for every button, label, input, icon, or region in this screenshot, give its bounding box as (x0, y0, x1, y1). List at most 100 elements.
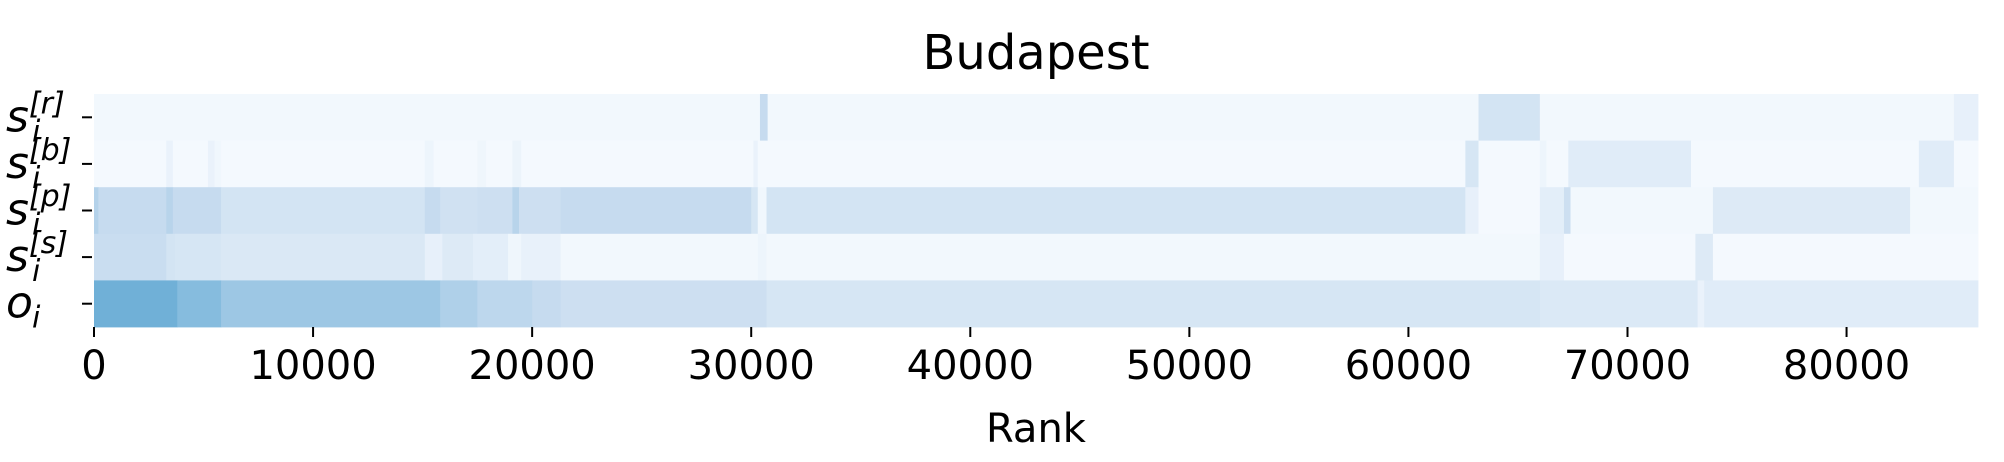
heatmap-cell (759, 94, 769, 141)
heatmap-cell (221, 233, 426, 281)
heatmap-cell (472, 233, 509, 281)
heatmap-cell (1563, 233, 1696, 281)
heatmap-cell (172, 187, 222, 235)
row-label-subscript: i (32, 161, 41, 196)
heatmap-cell (1539, 94, 1955, 141)
heatmap-cell (166, 233, 176, 281)
heatmap-cell (1910, 187, 1979, 235)
row-label-subscript: i (32, 208, 41, 243)
heatmap-cell (1953, 94, 1979, 141)
x-tick-label: 10000 (249, 343, 376, 389)
heatmap-cell (757, 140, 1466, 188)
heatmap-cell (512, 187, 520, 235)
heatmap-cell (521, 233, 562, 281)
heatmap-cell (477, 187, 513, 235)
row-label: s[s] (6, 226, 68, 282)
heatmap-cell (172, 140, 209, 188)
heatmap-cell (508, 233, 522, 281)
row-label: s[r] (6, 86, 65, 142)
heatmap-cell (766, 280, 1541, 328)
heatmap-cell (442, 233, 474, 281)
heatmap-cell (94, 233, 167, 281)
heatmap-cell (560, 280, 767, 328)
heatmap-cell (521, 140, 754, 188)
heatmap-cell (94, 140, 167, 188)
heatmap-cell (486, 140, 513, 188)
heatmap-cell (477, 140, 487, 188)
heatmap-cell (1570, 187, 1714, 235)
heatmap-cell (767, 94, 1479, 141)
x-tick-label: 30000 (688, 343, 815, 389)
heatmap-cell (757, 233, 767, 281)
heatmap-cell (424, 187, 441, 235)
heatmap-cell (98, 187, 167, 235)
row-label: s[p] (6, 180, 71, 236)
heatmap-cell (1539, 140, 1547, 188)
heatmap-cell (1712, 233, 1979, 281)
heatmap-cell (1539, 187, 1565, 235)
heatmap-cell (757, 187, 767, 235)
heatmap-cell (1465, 140, 1479, 188)
heatmap-cell (94, 280, 178, 328)
heatmap-cell (424, 233, 443, 281)
heatmap-rows (94, 94, 1979, 328)
heatmap-cell (424, 140, 434, 188)
heatmap-row (94, 94, 1979, 141)
heatmap-cell (1546, 140, 1569, 188)
heatmap-cell (177, 280, 222, 328)
heatmap-cell (532, 280, 562, 328)
heatmap-row (94, 280, 1979, 328)
heatmap-row (94, 140, 1979, 188)
heatmap-cell (433, 140, 478, 188)
x-tick-label: 80000 (1783, 343, 1910, 389)
x-tick-label: 70000 (1564, 343, 1691, 389)
chart-title: Budapest (922, 25, 1149, 81)
heatmap-cell (1918, 140, 1955, 188)
heatmap-cell (94, 94, 761, 141)
heatmap-cell (221, 280, 441, 328)
heatmap-cell (1478, 140, 1541, 188)
heatmap-cell (1691, 140, 1920, 188)
heatmap-cell (518, 187, 562, 235)
heatmap-cell (166, 187, 174, 235)
x-tick-label: 20000 (469, 343, 596, 389)
x-tick-label: 60000 (1345, 343, 1472, 389)
heatmap-cell (1695, 233, 1714, 281)
heatmap-cell (1568, 140, 1692, 188)
row-label-subscript: i (32, 301, 41, 336)
heatmap-cell (221, 140, 426, 188)
heatmap-cell (560, 233, 759, 281)
heatmap-cell (175, 233, 222, 281)
heatmap-cell (207, 140, 215, 188)
heatmap-cell (477, 280, 533, 328)
heatmap-cell (440, 280, 478, 328)
x-axis-label: Rank (986, 406, 1087, 452)
heatmap-cell (94, 187, 99, 235)
heatmap-cell (751, 187, 759, 235)
x-tick-label: 0 (81, 343, 106, 389)
heatmap-cell (560, 187, 752, 235)
heatmap-cell (166, 140, 174, 188)
heatmap-cell (512, 140, 522, 188)
heatmap-cell (1539, 233, 1565, 281)
heatmap-cell (1712, 187, 1911, 235)
row-label-subscript: i (32, 254, 41, 289)
heatmap-cell (1697, 280, 1705, 328)
heatmap-cell (1953, 140, 1979, 188)
heatmap-cell (1465, 187, 1479, 235)
heatmap-cell (766, 233, 1541, 281)
heatmap-row (94, 233, 1979, 281)
heatmap-cell (766, 187, 1466, 235)
row-labels: s[r]is[b]is[p]is[s]io i (6, 86, 92, 336)
row-label-subscript: i (32, 114, 41, 149)
heatmap-cell (753, 140, 759, 188)
heatmap-cell (440, 187, 478, 235)
x-tick-label: 50000 (1126, 343, 1253, 389)
heatmap-row (94, 187, 1979, 235)
heatmap-cell (214, 140, 222, 188)
x-axis: 0 10000 20000 30000 40000 50000 60000 70000 8000… (81, 327, 1910, 389)
heatmap-cell (1478, 187, 1541, 235)
x-tick-label: 40000 (907, 343, 1034, 389)
heatmap-cell (221, 187, 426, 235)
